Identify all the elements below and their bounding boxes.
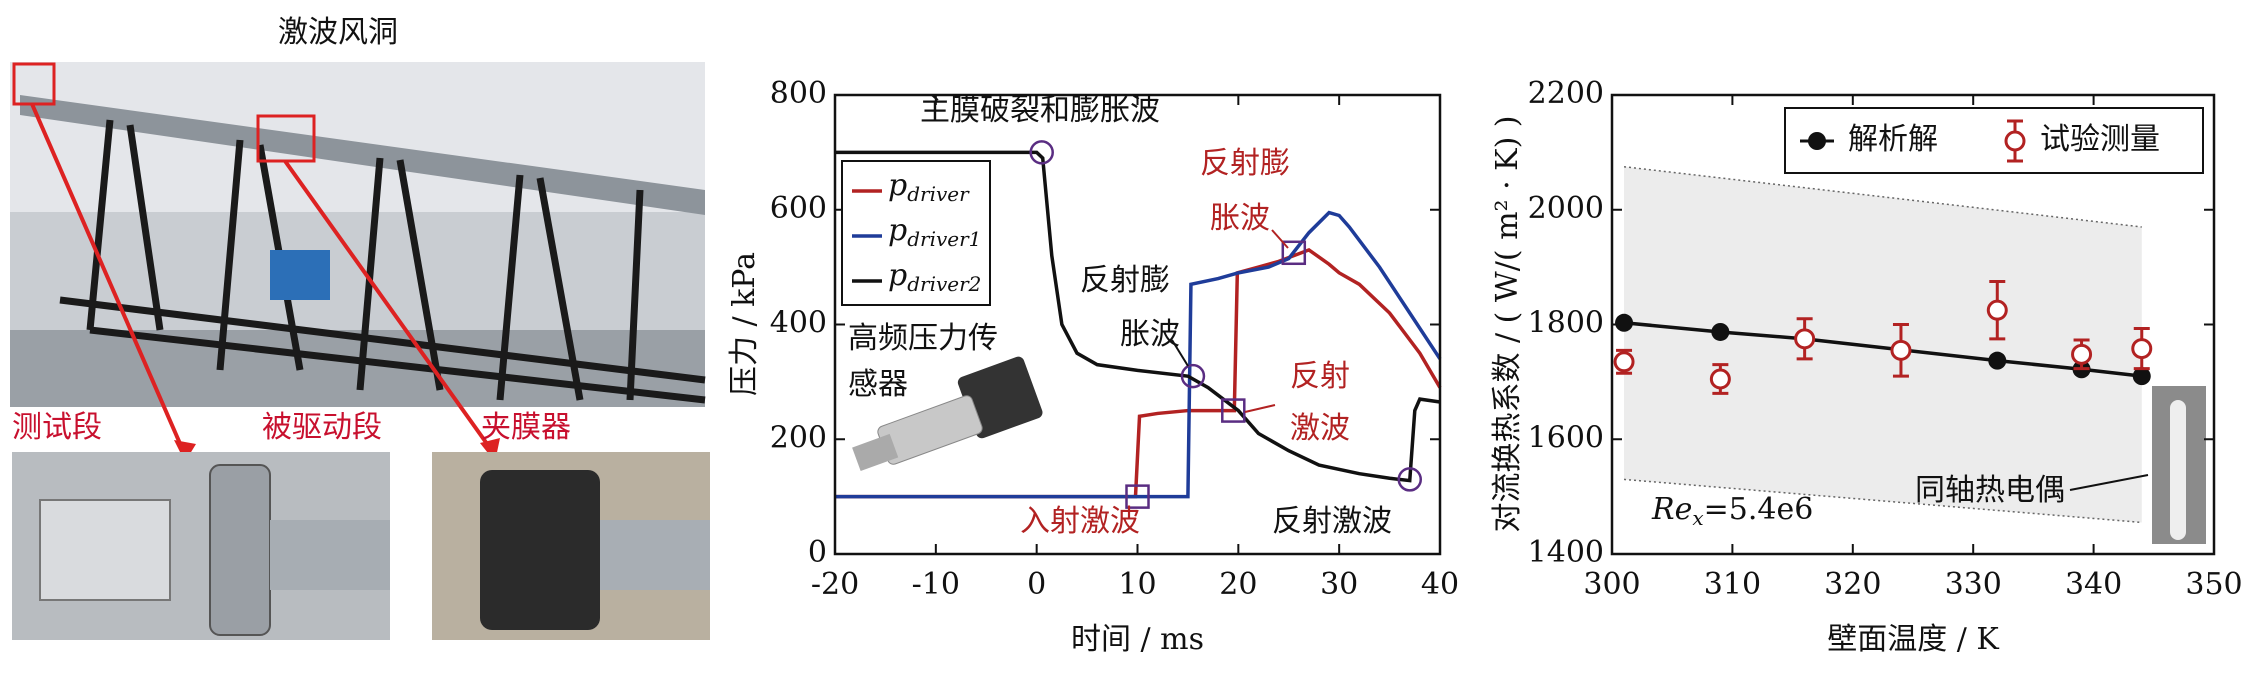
marker: [1988, 351, 2007, 370]
line-series: [835, 210, 1442, 499]
photo-label: 测试段: [12, 410, 102, 445]
x-tick-label: 330: [1945, 567, 2002, 602]
photo-label: 夹膜器: [481, 410, 571, 445]
photo-panel: 激波风洞 测试段 被驱动段 夹膜器: [10, 15, 710, 640]
marker: [1613, 351, 1635, 373]
x-tick-label: 30: [1320, 567, 1358, 602]
marker: [1709, 368, 1731, 390]
highlight-circle: [1397, 467, 1422, 492]
plot-frame: [833, 93, 1442, 556]
legend-swatch: [1808, 132, 1826, 150]
highlight-square: [1281, 240, 1307, 266]
y-tick-label: 400: [770, 306, 827, 341]
legend-label: pdriver2: [888, 258, 981, 296]
annotation: 胀波: [1210, 201, 1270, 236]
x-axis-label: 时间 / ms: [1071, 622, 1204, 657]
marker: [2131, 338, 2153, 360]
confidence-band: [1624, 166, 2142, 523]
x-tick-label: 350: [2185, 567, 2242, 602]
annotation-arrow: [1271, 229, 1289, 249]
annotation: 激波: [1290, 411, 1350, 446]
legend-label: 试验测量: [2040, 122, 2160, 157]
pipe: [600, 520, 710, 590]
y-tick-label: 200: [770, 420, 827, 455]
arrow-head: [174, 440, 196, 462]
annotation: 高频压力传: [848, 321, 998, 356]
highlight-circle: [1180, 363, 1206, 389]
tube: [20, 95, 705, 215]
annotation: 胀波: [1120, 317, 1180, 352]
marker: [1986, 299, 2008, 321]
x-tick-label: 20: [1219, 567, 1257, 602]
annotation: 入射激波: [1020, 504, 1140, 539]
x-axis-label: 壁面温度 / K: [1827, 622, 1999, 657]
y-tick-label: 1600: [1528, 420, 1604, 455]
highlight-square: [1125, 484, 1150, 509]
marker: [1711, 322, 1730, 341]
y-tick-label: 1400: [1528, 535, 1604, 570]
highlight-square: [1221, 398, 1246, 423]
x-tick-label: 310: [1704, 567, 1761, 602]
annotation: 反射: [1290, 359, 1350, 394]
x-tick-label: 340: [2065, 567, 2122, 602]
marker: [1890, 339, 1912, 361]
test-section: [39, 499, 171, 601]
x-tick-label: 0: [1027, 567, 1046, 602]
pipe: [270, 520, 390, 590]
legend-label: 解析解: [1848, 122, 1938, 157]
photo-title: 激波风洞: [278, 15, 398, 50]
sensor-image: [852, 356, 1043, 472]
x-tick-label: 320: [1824, 567, 1881, 602]
pointer: [283, 159, 497, 457]
x-tick-label: 10: [1118, 567, 1156, 602]
legend-label: pdriver: [888, 168, 970, 206]
line-series: [835, 150, 1441, 483]
flange: [209, 464, 271, 636]
y-axis-label: 对流换热系数 / ( W/( m² · K) ): [1490, 115, 1525, 532]
y-tick-label: 600: [770, 191, 827, 226]
legend-swatch: [2004, 130, 2026, 152]
marker: [2071, 343, 2093, 365]
y-tick-label: 2200: [1528, 76, 1604, 111]
thermocouple-image: [2152, 386, 2206, 544]
annotation: 反射膨: [1080, 263, 1170, 298]
annotation: 反射膨: [1200, 146, 1290, 181]
y-axis-label: 压力 / kPa: [727, 252, 762, 396]
annotation: 感器: [848, 367, 908, 402]
highlight-circle: [1029, 140, 1054, 165]
marker: [1615, 313, 1634, 332]
band-edge: [1623, 478, 2142, 524]
legend-label: pdriver1: [888, 213, 981, 251]
annotation-arrow: [2069, 474, 2149, 491]
x-tick-label: -20: [811, 567, 859, 602]
pointer: [30, 103, 187, 456]
legend-box: [1784, 107, 2204, 174]
chart: 300 310 320 330 340 350 1400 1600 1800 2000 2200 壁面…: [1490, 76, 2243, 657]
clamp: [480, 470, 600, 630]
band-edge: [1623, 165, 2142, 228]
x-tick-label: 40: [1421, 567, 1459, 602]
y-tick-label: 800: [770, 76, 827, 111]
pump: [270, 250, 330, 300]
annotation-arrow: [1171, 339, 1189, 367]
x-tick-label: -10: [912, 567, 960, 602]
y-tick-label: 0: [808, 535, 827, 570]
annotation: 同轴热电偶: [1915, 473, 2065, 508]
photo-label: 被驱动段: [262, 410, 382, 445]
annotation: 主膜破裂和膨胀波: [920, 93, 1160, 128]
marker: [1794, 328, 1816, 350]
line-series: [835, 247, 1442, 499]
y-tick-label: 2000: [1528, 191, 1604, 226]
annotation-arrow: [1244, 404, 1276, 413]
marker: [2132, 367, 2151, 386]
annotation: 反射激波: [1272, 504, 1392, 539]
x-tick-label: 300: [1583, 567, 1640, 602]
y-tick-label: 1800: [1528, 306, 1604, 341]
plot-frame: [1610, 93, 2216, 556]
annotation: Rex=5.4e6: [1651, 492, 1813, 530]
